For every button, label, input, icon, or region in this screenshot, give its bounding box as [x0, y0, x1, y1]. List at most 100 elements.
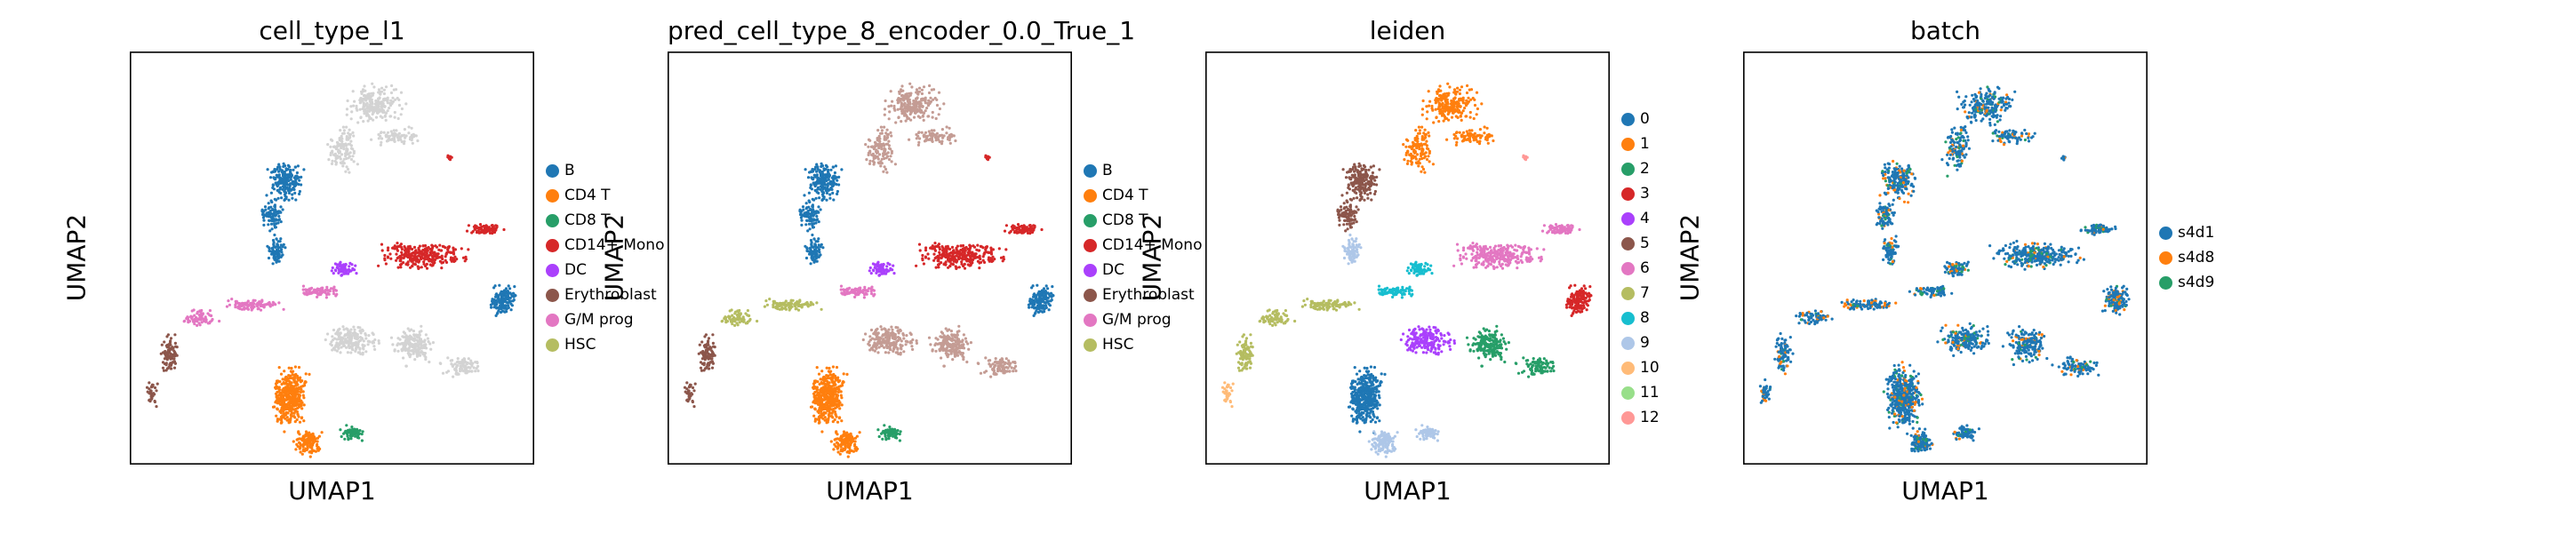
scatter-point	[406, 260, 410, 264]
scatter-point	[820, 381, 823, 385]
scatter-point	[461, 256, 466, 259]
scatter-point	[870, 145, 875, 148]
scatter-point	[317, 434, 321, 438]
legend-item: DC	[546, 258, 664, 282]
scatter-point	[364, 114, 369, 117]
scatter-point	[416, 340, 420, 344]
scatter-point	[699, 366, 703, 370]
scatter-point	[463, 259, 467, 263]
scatter-point	[211, 317, 214, 322]
scatter-point	[244, 302, 248, 306]
scatter-point	[685, 381, 689, 385]
scatter-point	[280, 402, 284, 406]
scatter-point	[853, 295, 857, 298]
scatter-point	[187, 321, 190, 324]
scatter-point	[698, 343, 701, 346]
scatter-point	[298, 189, 301, 194]
scatter-point	[746, 309, 749, 313]
scatter-point	[509, 292, 513, 296]
scatter-point	[691, 386, 695, 390]
scatter-point	[932, 259, 936, 262]
scatter-point	[287, 402, 291, 406]
scatter-point	[739, 312, 742, 315]
scatter-point	[424, 357, 428, 362]
scatter-point	[733, 320, 737, 323]
scatter-point	[349, 139, 353, 143]
scatter-point	[420, 344, 423, 347]
scatter-point	[400, 247, 404, 251]
scatter-point	[875, 142, 878, 146]
scatter-point	[358, 429, 362, 433]
scatter-point	[732, 315, 736, 320]
scatter-point	[412, 338, 416, 342]
scatter-point	[287, 407, 291, 410]
scatter-point	[833, 410, 836, 414]
scatter-point	[332, 292, 336, 296]
scatter-point	[494, 314, 498, 317]
scatter-point	[412, 330, 415, 333]
scatter-point	[683, 386, 687, 389]
scatter-point	[377, 102, 380, 106]
scatter-point	[820, 370, 824, 373]
scatter-point	[843, 432, 846, 435]
scatter-point	[424, 333, 428, 337]
scatter-point	[825, 374, 828, 378]
scatter-point	[836, 420, 840, 424]
scatter-point	[373, 338, 377, 342]
scatter-point	[989, 258, 994, 261]
scatter-point	[411, 346, 414, 349]
scatter-point	[390, 84, 394, 88]
scatter-point	[887, 117, 891, 121]
scatter-point	[883, 165, 886, 169]
scatter-point	[849, 442, 852, 445]
scatter-point	[218, 319, 221, 323]
scatter-point	[827, 391, 830, 394]
scatter-point	[969, 244, 972, 248]
scatter-point	[1012, 227, 1015, 231]
scatter-point	[285, 416, 289, 419]
scatter-point	[724, 321, 728, 324]
scatter-point	[453, 368, 457, 371]
scatter-point	[284, 391, 288, 394]
scatter-point	[930, 139, 934, 142]
scatter-point	[984, 248, 988, 251]
scatter-point	[375, 109, 379, 113]
scatter-point	[468, 362, 472, 365]
scatter-point	[853, 447, 857, 450]
scatter-point	[389, 99, 393, 102]
scatter-point	[279, 372, 284, 376]
scatter-point	[915, 102, 918, 106]
scatter-point	[356, 345, 360, 348]
scatter-point	[950, 245, 955, 249]
scatter-point	[467, 357, 470, 361]
scatter-point	[295, 374, 300, 378]
legend-marker	[546, 288, 559, 302]
scatter-point	[317, 293, 321, 297]
scatter-point	[833, 442, 836, 446]
scatter-point	[393, 135, 396, 139]
scatter-point	[971, 259, 974, 262]
scatter-point	[809, 238, 813, 243]
scatter-point	[504, 290, 508, 293]
scatter-point	[839, 448, 843, 451]
scatter-point	[342, 432, 346, 435]
scatter-point	[476, 364, 480, 368]
scatter-point	[172, 366, 177, 370]
scatter-point	[297, 437, 300, 441]
scatter-point	[828, 387, 831, 391]
scatter-point	[301, 288, 305, 291]
scatter-point	[386, 249, 390, 252]
scatter-point	[372, 345, 376, 348]
scatter-point	[293, 416, 297, 419]
scatter-point	[853, 444, 857, 448]
scatter-point	[452, 246, 455, 250]
scatter-point	[366, 343, 370, 346]
scatter-point	[810, 252, 813, 256]
scatter-point	[509, 302, 513, 306]
scatter-point	[387, 139, 390, 142]
scatter-point	[948, 247, 952, 251]
scatter-point	[352, 160, 356, 163]
scatter-point	[502, 227, 506, 232]
scatter-point	[346, 147, 349, 151]
scatter-point	[852, 288, 856, 291]
